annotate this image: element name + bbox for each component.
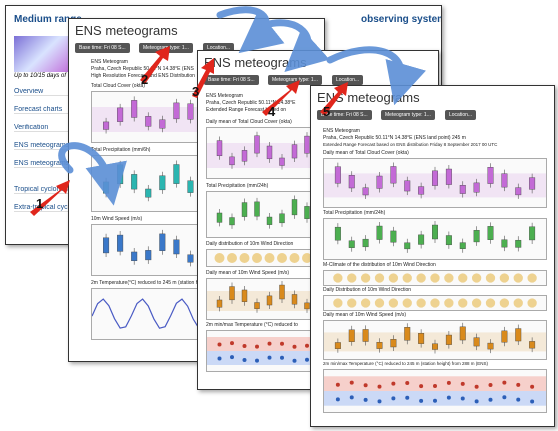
heading: ENS Meteogram (323, 128, 360, 134)
plot-graphic (333, 273, 537, 283)
panel-title: Daily mean of Total Cloud Cover (okta) (323, 150, 409, 156)
panel-title: Total Precipitation (mm/24h) (206, 183, 269, 189)
panel-title: Total Cloud Cover (okta) (91, 83, 145, 89)
nav-item[interactable]: ENS meteograms (14, 160, 74, 168)
panel-title: Total Precipitation (mm/6h) (91, 147, 151, 153)
heading: ENS Meteogram (91, 59, 128, 65)
button[interactable]: Base time: Fri 08 S... (204, 75, 259, 85)
plot-graphic (324, 162, 546, 199)
button[interactable]: Meteogram type: 1... (268, 75, 322, 85)
step-number: 5 (323, 104, 331, 119)
plot-graphic (333, 298, 537, 308)
panel-title: Daily mean of 10m Wind Speed (m/s) (323, 312, 407, 318)
meteogram-window: ENS meteograms Base time: Fri 08 S... Me… (310, 85, 555, 427)
step-number: 3 (192, 84, 200, 99)
plot-graphic (324, 376, 546, 406)
heading: ENS Meteogram (206, 93, 243, 99)
button[interactable]: Location... (445, 110, 477, 120)
location: Praha, Czech Republic 50.11°N 14.38°E (E… (323, 135, 466, 141)
panel-title: 2m Temperature(°C) reduced to 245 m (sta… (91, 280, 210, 286)
plot (323, 270, 547, 286)
plot-graphic (324, 322, 546, 354)
panel-title: Daily distribution of 10m Wind Direction (206, 241, 294, 247)
page-title: Medium range (14, 14, 82, 25)
step-number: 2 (141, 72, 149, 87)
nav-item[interactable]: Verification (14, 124, 74, 132)
button[interactable]: Meteogram type: 1... (381, 110, 435, 120)
location: Praha, Czech Republic 50.11°N 14.38°E (E… (91, 66, 194, 72)
thumbnail (14, 36, 72, 72)
nav-item[interactable]: Tropical cyclones (14, 186, 74, 194)
plot (323, 320, 547, 360)
panel-title: Daily mean of 10m Wind Speed (m/s) (206, 270, 290, 276)
plot-graphic (334, 221, 536, 253)
button[interactable]: Location... (203, 43, 235, 53)
panel-title: Daily mean of Total Cloud Cover (okta) (206, 119, 292, 125)
plot (323, 218, 547, 260)
window-title: ENS meteograms (75, 23, 178, 38)
plot (323, 158, 547, 208)
blue-arrows (58, 6, 426, 206)
panel-title: M-Climate of the distribution of 10m Win… (323, 262, 436, 268)
plot (323, 369, 547, 413)
subheading: Extended Range Forecast based on (206, 107, 287, 113)
subheading: High Resolution Forecast and ENS Distrib… (91, 73, 195, 79)
location: Praha, Czech Republic 50.11°N 14.38°E (206, 100, 296, 106)
nav-item[interactable]: Forecast charts (14, 106, 74, 114)
step-number: 1 (36, 196, 44, 211)
panel-title: 10m Wind Speed (m/s) (91, 216, 143, 222)
button[interactable]: Base time: Fri 08 S... (317, 110, 372, 120)
plot (323, 295, 547, 311)
panel-title: Total Precipitation (mm/24h) (323, 210, 386, 216)
button[interactable]: Base time: Fri 08 S... (75, 43, 130, 53)
page-title: observing system (361, 14, 442, 25)
subheading: Extended Range Forecast based on ENS dis… (323, 142, 498, 147)
nav-item[interactable]: Extra-tropical cyclo (14, 204, 74, 212)
panel-title: Daily Distribution of 10m Wind Direction (323, 287, 412, 293)
step-number: 4 (268, 104, 276, 119)
window-title: ENS meteograms (204, 55, 307, 70)
nav-item[interactable]: Overview (14, 88, 74, 96)
button[interactable]: Location... (332, 75, 364, 85)
red-arrows (30, 46, 348, 216)
subtitle: Up to 10/15 days of (14, 73, 67, 79)
nav-item[interactable]: ENS meteograms (14, 142, 74, 150)
panel-title: 2m min/max Temperature (°C) reduced to (206, 322, 298, 328)
panel-title: 2m min/max Temperature (°C) reduced to 2… (323, 361, 489, 366)
